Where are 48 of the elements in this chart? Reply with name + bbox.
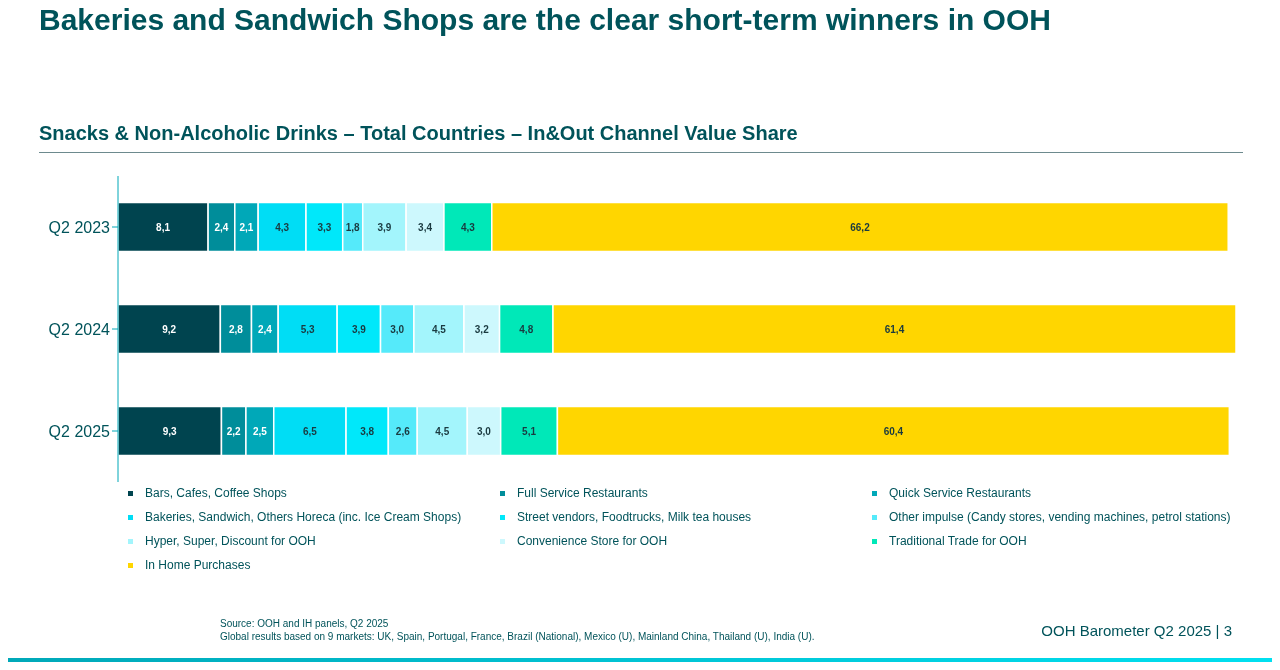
y-tick-label: Q2 2024 xyxy=(48,320,111,338)
data-label: 4,5 xyxy=(435,425,450,437)
data-label: 4,3 xyxy=(460,221,476,233)
data-label: 4,3 xyxy=(275,221,290,233)
data-label: 3,9 xyxy=(377,221,392,233)
data-label: 5,1 xyxy=(522,425,537,437)
data-label: 1,8 xyxy=(345,221,361,233)
legend-label: Other impulse (Candy stores, vending machines, petrol stations) xyxy=(889,510,1231,524)
source-note: Source: OOH and IH panels, Q2 2025 xyxy=(220,618,389,629)
legend-label: Street vendors, Foodtrucks, Milk tea houses xyxy=(517,510,752,524)
chart-title: Bakeries and Sandwich Shops are the clear short-term winners in OOH xyxy=(39,7,1051,38)
legend-label: Bakeries, Sandwich, Others Horeca (inc. Ice Cream Shops) xyxy=(145,510,462,524)
data-label: 5,3 xyxy=(300,323,316,335)
data-label: 2,8 xyxy=(228,323,244,335)
legend-label: Bars, Cafes, Coffee Shops xyxy=(145,486,287,500)
legend-label: Convenience Store for OOH xyxy=(517,534,668,548)
data-label: 2,4 xyxy=(214,221,229,233)
data-label: 8,1 xyxy=(156,221,171,233)
data-label: 60,4 xyxy=(883,425,904,437)
data-label: 3,0 xyxy=(477,425,492,437)
data-label: 3,2 xyxy=(474,323,490,335)
data-label: 4,5 xyxy=(431,323,447,335)
text: Global results based on 9 markets: UK, Spain, Portugal, France, Brazil (National), Mexico (U), Mainland China, Thailand (U), India (U). xyxy=(220,631,815,642)
legend-label: Traditional Trade for OOH xyxy=(889,534,1027,548)
text: OOH Barometer Q2 2025 | 3 xyxy=(1041,622,1232,639)
legend-label: Hyper, Super, Discount for OOH xyxy=(145,534,316,548)
data-label: 4,8 xyxy=(519,323,534,335)
data-label: 61,4 xyxy=(884,323,905,335)
data-label: 2,5 xyxy=(252,425,268,437)
legend-label: In Home Purchases xyxy=(145,558,251,572)
data-label: 66,2 xyxy=(850,221,871,233)
data-label: 2,4 xyxy=(257,323,273,335)
data-label: 9,3 xyxy=(162,425,178,437)
data-label: 2,2 xyxy=(226,425,242,437)
chart-subtitle: Snacks & Non-Alcoholic Drinks – Total Countries – In&Out Channel Value Share xyxy=(39,122,798,145)
y-tick-label: Q2 2023 xyxy=(48,218,111,236)
data-label: 3,8 xyxy=(360,425,375,437)
y-tick-label: Q2 2025 xyxy=(48,422,111,440)
legend-label: Full Service Restaurants xyxy=(517,486,648,500)
legend-label: Quick Service Restaurants xyxy=(889,486,1032,500)
data-label: 6,5 xyxy=(302,425,318,437)
data-label: 3,9 xyxy=(351,323,367,335)
data-label: 3,4 xyxy=(418,221,433,233)
data-label: 2,6 xyxy=(395,425,411,437)
data-label: 9,2 xyxy=(162,323,177,335)
data-label: 2,1 xyxy=(239,221,254,233)
data-label: 3,3 xyxy=(317,221,332,233)
data-label: 3,0 xyxy=(390,323,405,335)
